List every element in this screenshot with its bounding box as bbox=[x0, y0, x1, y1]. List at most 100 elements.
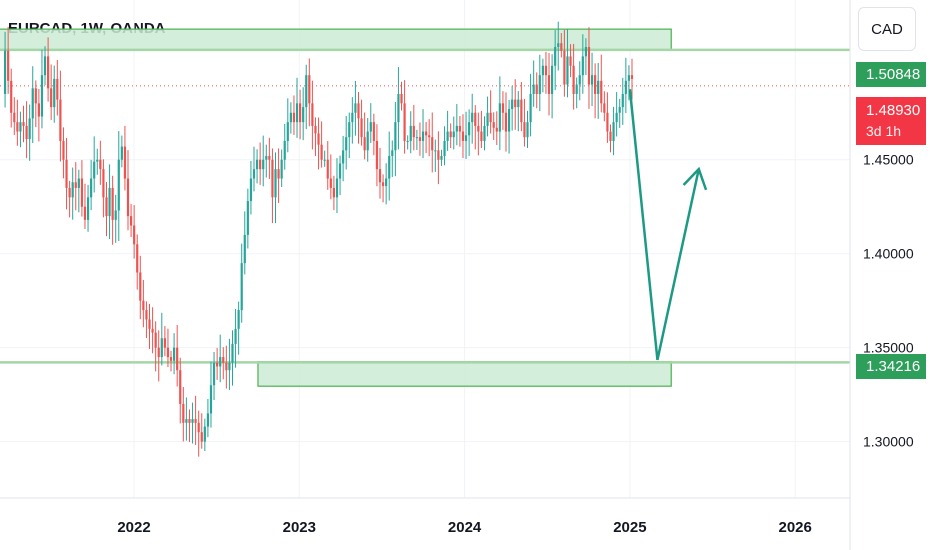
candle-body bbox=[209, 385, 213, 414]
candle-body bbox=[587, 46, 591, 85]
candle-body bbox=[151, 328, 154, 333]
candle-body bbox=[56, 78, 59, 100]
candle-body bbox=[578, 75, 581, 85]
candle-body bbox=[443, 140, 446, 156]
candle-body bbox=[412, 125, 415, 138]
candle-body bbox=[461, 131, 465, 141]
candle-body bbox=[572, 65, 575, 94]
candle-body bbox=[317, 133, 320, 145]
x-axis: 2022 2023 2024 2025 2026 bbox=[0, 497, 850, 536]
candle-body bbox=[197, 422, 200, 433]
gridlines bbox=[0, 0, 850, 498]
candle-body bbox=[474, 112, 477, 126]
candle-body bbox=[424, 131, 428, 136]
candle-body bbox=[246, 201, 249, 235]
candle-body bbox=[271, 159, 274, 198]
candle-body bbox=[418, 137, 422, 141]
candle-body bbox=[529, 93, 532, 123]
candle-body bbox=[489, 112, 492, 123]
candle-body bbox=[86, 197, 90, 220]
candle-body bbox=[550, 65, 554, 94]
candle-body bbox=[108, 187, 111, 217]
candle-body bbox=[492, 122, 495, 128]
candle-body bbox=[34, 88, 37, 104]
candle-body bbox=[480, 131, 483, 141]
y-tick-label: 1.40000 bbox=[863, 246, 914, 262]
candle-body bbox=[188, 419, 191, 423]
candle-body bbox=[600, 80, 603, 104]
candle-body bbox=[212, 362, 216, 386]
candle-body bbox=[455, 125, 458, 132]
candle-body bbox=[335, 178, 339, 198]
candle-body bbox=[80, 178, 84, 207]
candle-body bbox=[428, 135, 431, 138]
candle-body bbox=[554, 46, 557, 66]
candle-body bbox=[123, 146, 127, 179]
candle-body bbox=[581, 56, 584, 76]
y-tick-label: 1.30000 bbox=[863, 434, 914, 450]
candle-body bbox=[385, 178, 388, 187]
candle-body bbox=[609, 131, 612, 141]
candle-body bbox=[566, 56, 569, 85]
candle-body bbox=[136, 244, 139, 273]
candle-body bbox=[240, 263, 243, 311]
candle-body bbox=[295, 103, 299, 123]
candle-body bbox=[166, 347, 170, 358]
candle-body bbox=[194, 419, 197, 423]
candle-body bbox=[68, 187, 71, 198]
candle-body bbox=[289, 112, 292, 123]
candle-body bbox=[83, 206, 87, 220]
candle-body bbox=[584, 46, 588, 57]
candle-body bbox=[99, 159, 102, 170]
candle-body bbox=[523, 122, 526, 138]
candle-body bbox=[615, 112, 618, 123]
candle-body bbox=[431, 137, 434, 151]
candle-body bbox=[308, 75, 311, 104]
projection-path bbox=[628, 89, 700, 361]
candle-body bbox=[606, 112, 609, 132]
candle-body bbox=[13, 112, 16, 123]
candle-body bbox=[440, 155, 443, 160]
candle-body bbox=[142, 300, 145, 311]
candle-body bbox=[203, 426, 206, 442]
candle-body bbox=[231, 343, 234, 363]
candle-body bbox=[37, 103, 40, 117]
candle-body bbox=[403, 103, 406, 141]
candle-body bbox=[179, 370, 182, 405]
candle-body bbox=[535, 84, 538, 94]
candle-body bbox=[133, 225, 136, 245]
candle-body bbox=[114, 210, 117, 220]
candle-body bbox=[446, 131, 449, 141]
candle-body bbox=[237, 310, 240, 329]
support-price-label: 1.34216 bbox=[866, 358, 921, 375]
candle-body bbox=[471, 112, 474, 123]
candle-body bbox=[541, 65, 544, 76]
candle-body bbox=[265, 155, 268, 160]
candle-body bbox=[200, 432, 203, 442]
candle-body bbox=[19, 122, 22, 132]
candle-body bbox=[486, 112, 489, 126]
candle-body bbox=[259, 159, 262, 170]
candle-body bbox=[612, 122, 615, 141]
currency-button[interactable]: CAD bbox=[858, 7, 916, 51]
candle-body bbox=[234, 328, 237, 344]
candle-body bbox=[391, 150, 394, 156]
candle-body bbox=[65, 159, 68, 188]
candle-body bbox=[298, 103, 302, 123]
candle-body bbox=[96, 159, 99, 162]
candle-body bbox=[111, 187, 114, 220]
candle-body bbox=[145, 310, 148, 320]
candle-body bbox=[286, 122, 289, 141]
resistance-price-badge: 1.50848 bbox=[856, 62, 926, 87]
candle-body bbox=[477, 125, 480, 132]
candle-body bbox=[351, 112, 354, 123]
zone-demand bbox=[257, 361, 672, 387]
candle-body bbox=[520, 99, 523, 123]
candle-body bbox=[163, 338, 166, 348]
candle-body bbox=[569, 56, 572, 66]
candle-body bbox=[62, 140, 65, 160]
candle-body bbox=[621, 93, 624, 108]
candle-body bbox=[449, 131, 452, 138]
candle-body bbox=[511, 99, 514, 109]
